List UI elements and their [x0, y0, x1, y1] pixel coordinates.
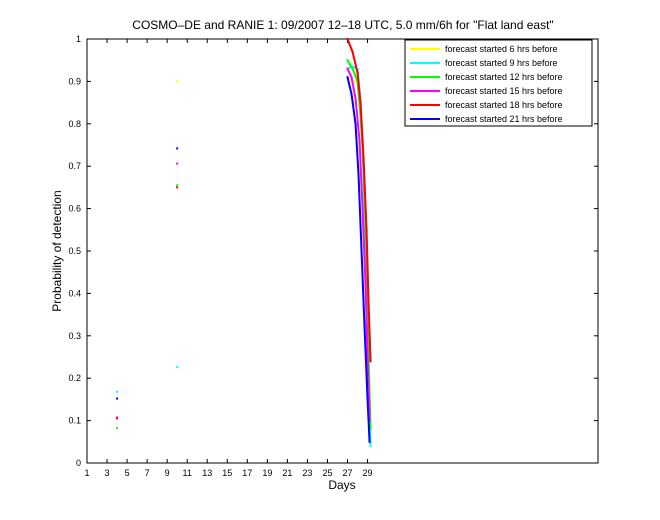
x-tick-label: 7: [145, 468, 150, 478]
y-tick-label: 0: [76, 458, 81, 468]
data-point: [176, 162, 179, 165]
data-point: [369, 445, 372, 448]
legend-entry: forecast started 6 hrs before: [445, 44, 558, 54]
legend: forecast started 6 hrs before forecast st…: [404, 39, 593, 127]
legend-entry: forecast started 12 hrs before: [445, 72, 563, 82]
data-point: [116, 427, 119, 430]
x-axis-label: Days: [328, 478, 355, 492]
y-tick-label: 1: [76, 34, 81, 44]
series-4: [116, 38, 372, 419]
series-line: [346, 76, 371, 442]
data-point: [369, 360, 372, 363]
x-tick-label: 1: [84, 468, 89, 478]
x-tick-label: 9: [165, 468, 170, 478]
data-point: [176, 184, 179, 187]
data-point: [116, 397, 119, 400]
x-tick-label: 13: [202, 468, 212, 478]
legend-box: [404, 39, 593, 127]
data-point: [116, 390, 119, 393]
data-point: [176, 186, 179, 189]
series-5: [116, 76, 371, 443]
chart-title: COSMO–DE and RANIE 1: 09/2007 12–18 UTC,…: [132, 18, 553, 32]
data-point: [176, 147, 179, 150]
y-tick-label: 0.3: [68, 331, 81, 341]
x-tick-label: 15: [222, 468, 232, 478]
data-point: [369, 428, 372, 431]
series-layer: [116, 38, 372, 448]
data-point: [346, 59, 349, 62]
y-tick-label: 0.2: [68, 373, 81, 383]
data-point: [368, 419, 371, 422]
x-tick-label: 19: [262, 468, 272, 478]
series-line: [346, 38, 372, 362]
x-tick-label: 21: [282, 468, 292, 478]
y-tick-label: 0.9: [68, 76, 81, 86]
series-line: [346, 68, 371, 421]
legend-entry: forecast started 18 hrs before: [445, 100, 563, 110]
legend-entry: forecast started 15 hrs before: [445, 86, 563, 96]
data-point: [116, 416, 119, 419]
legend-entry: forecast started 9 hrs before: [445, 58, 558, 68]
y-tick-label: 0.6: [68, 204, 81, 214]
data-point: [346, 38, 349, 40]
x-tick-label: 25: [322, 468, 332, 478]
y-axis: 0 0.1 0.2 0.3 0.4 0.5 0.6 0.7 0.8 0.9 1: [68, 34, 598, 468]
x-tick-label: 29: [363, 468, 373, 478]
y-tick-label: 0.8: [68, 119, 81, 129]
y-tick-label: 0.1: [68, 416, 81, 426]
y-axis-label: Probability of detection: [50, 190, 64, 311]
data-point: [346, 67, 349, 70]
y-tick-label: 0.5: [68, 246, 81, 256]
x-tick-label: 17: [242, 468, 252, 478]
data-point: [346, 76, 349, 79]
x-tick-label: 23: [302, 468, 312, 478]
data-point: [176, 366, 179, 369]
y-tick-label: 0.7: [68, 161, 81, 171]
data-point: [368, 440, 371, 443]
y-tick-label: 0.4: [68, 288, 81, 298]
data-point: [176, 80, 179, 83]
x-tick-label: 11: [183, 468, 192, 478]
x-axis: 1 3 5 7 9 11 13 15 17 19 21 23 25 27 29: [84, 39, 373, 478]
x-tick-label: 3: [105, 468, 110, 478]
x-tick-label: 5: [125, 468, 130, 478]
x-tick-label: 27: [343, 468, 353, 478]
legend-entry: forecast started 21 hrs before: [445, 114, 563, 124]
